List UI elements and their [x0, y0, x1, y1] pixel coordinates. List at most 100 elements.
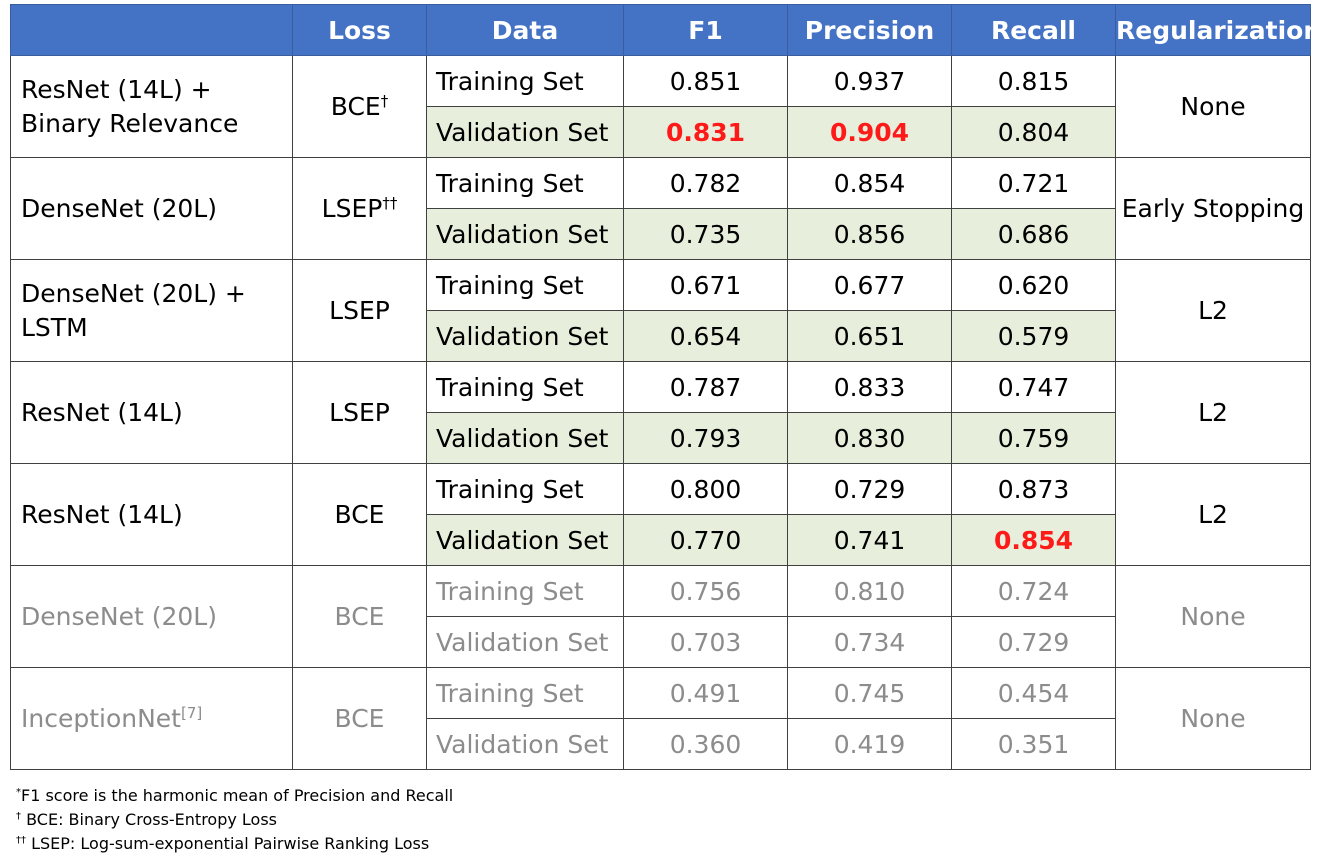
model-name: InceptionNet	[21, 703, 181, 733]
model-cell: InceptionNet[7]	[10, 667, 293, 770]
data-split-cell: Validation Set	[426, 106, 624, 158]
recall-cell: 0.724	[951, 565, 1116, 617]
table-row: Validation Set 0.735 0.856 0.686	[11, 208, 1311, 260]
recall-cell: 0.579	[951, 310, 1116, 362]
footnote-mark: *	[16, 787, 21, 798]
f1-cell: 0.491	[623, 667, 788, 719]
footnotes: *F1 score is the harmonic mean of Precis…	[10, 784, 1310, 856]
model-name-line: ResNet (14L) +	[21, 75, 212, 104]
header-precision: Precision	[787, 4, 952, 56]
recall-cell: 0.747	[951, 361, 1116, 413]
recall-cell-best: 0.854	[951, 514, 1116, 566]
table-row: DenseNet (20L) BCE Training Set 0.756 0.…	[10, 565, 1311, 668]
model-cell: ResNet (14L)	[10, 463, 293, 566]
data-split-cell: Validation Set	[426, 514, 624, 566]
header-regularization: Regularization	[1115, 4, 1318, 56]
data-split-cell: Validation Set	[426, 208, 624, 260]
regularization-cell: Early Stopping	[1115, 157, 1311, 260]
footnote-mark: †	[380, 92, 389, 110]
f1-cell: 0.756	[623, 565, 788, 617]
header-loss: Loss	[292, 4, 427, 56]
footnote-text: BCE: Binary Cross-Entropy Loss	[21, 810, 278, 829]
recall-cell: 0.620	[951, 259, 1116, 311]
precision-cell: 0.677	[787, 259, 952, 311]
recall-cell: 0.454	[951, 667, 1116, 719]
recall-cell: 0.759	[951, 412, 1116, 464]
precision-cell: 0.419	[787, 718, 952, 770]
header-model	[10, 4, 293, 56]
model-cell: ResNet (14L) + Binary Relevance	[10, 55, 293, 158]
regularization-cell: L2	[1115, 361, 1311, 464]
model-cell: ResNet (14L)	[10, 361, 293, 464]
precision-cell: 0.741	[787, 514, 952, 566]
precision-cell: 0.734	[787, 616, 952, 668]
f1-cell: 0.703	[623, 616, 788, 668]
recall-cell: 0.729	[951, 616, 1116, 668]
table-row: Validation Set 0.770 0.741 0.854	[11, 514, 1311, 566]
f1-cell: 0.654	[623, 310, 788, 362]
data-split-cell: Training Set	[426, 463, 624, 515]
table-row: ResNet (14L) + Binary Relevance BCE† Trai…	[10, 55, 1311, 158]
data-split-cell: Training Set	[426, 361, 624, 413]
recall-cell: 0.804	[951, 106, 1116, 158]
table-row: InceptionNet[7] BCE Training Set 0.491 0…	[10, 667, 1311, 770]
table-row: Validation Set 0.360 0.419 0.351	[11, 718, 1311, 770]
data-split-cell: Training Set	[426, 565, 624, 617]
precision-cell: 0.856	[787, 208, 952, 260]
precision-cell: 0.729	[787, 463, 952, 515]
data-split-cell: Training Set	[426, 55, 624, 107]
loss-cell: BCE	[292, 565, 427, 668]
recall-cell: 0.721	[951, 157, 1116, 209]
f1-cell: 0.671	[623, 259, 788, 311]
f1-cell: 0.800	[623, 463, 788, 515]
regularization-cell: L2	[1115, 259, 1311, 362]
data-split-cell: Validation Set	[426, 412, 624, 464]
model-name-line: DenseNet (20L) +	[21, 279, 246, 308]
data-split-cell: Validation Set	[426, 310, 624, 362]
loss-name: BCE	[330, 92, 381, 121]
header-f1: F1	[623, 4, 788, 56]
footnote: *F1 score is the harmonic mean of Precis…	[16, 784, 1310, 808]
recall-cell: 0.873	[951, 463, 1116, 515]
precision-cell: 0.854	[787, 157, 952, 209]
model-cell: DenseNet (20L)	[10, 157, 293, 260]
table-row: ResNet (14L) BCE Training Set 0.800 0.72…	[10, 463, 1311, 566]
data-split-cell: Validation Set	[426, 616, 624, 668]
header-row: Loss Data F1 Precision Recall Regulariza…	[10, 4, 1318, 56]
loss-name: LSEP	[321, 194, 383, 223]
f1-cell: 0.770	[623, 514, 788, 566]
model-name-line: LSTM	[21, 312, 88, 342]
footnote: †† LSEP: Log-sum-exponential Pairwise Ra…	[16, 832, 1310, 856]
loss-cell: LSEP	[292, 259, 427, 362]
model-cell: DenseNet (20L) + LSTM	[10, 259, 293, 362]
f1-cell: 0.787	[623, 361, 788, 413]
header-recall: Recall	[951, 4, 1116, 56]
footnote-mark: †	[16, 811, 21, 822]
precision-cell-best: 0.904	[787, 106, 952, 158]
precision-cell: 0.745	[787, 667, 952, 719]
f1-cell: 0.851	[623, 55, 788, 107]
precision-cell: 0.810	[787, 565, 952, 617]
f1-cell-best: 0.831	[623, 106, 788, 158]
table-row: DenseNet (20L) LSEP†† Training Set 0.782…	[10, 157, 1311, 260]
recall-cell: 0.351	[951, 718, 1116, 770]
f1-cell: 0.793	[623, 412, 788, 464]
model-name-line: Binary Relevance	[21, 108, 239, 138]
f1-cell: 0.360	[623, 718, 788, 770]
footnote: † BCE: Binary Cross-Entropy Loss	[16, 808, 1310, 832]
results-table: Loss Data F1 Precision Recall Regulariza…	[10, 4, 1318, 770]
regularization-cell: None	[1115, 55, 1311, 158]
data-split-cell: Training Set	[426, 667, 624, 719]
table-row: DenseNet (20L) + LSTM LSEP Training Set 0…	[10, 259, 1311, 362]
footnote-mark: ††	[382, 194, 398, 212]
model-cell: DenseNet (20L)	[10, 565, 293, 668]
table-row: Validation Set 0.654 0.651 0.579	[11, 310, 1311, 362]
precision-cell: 0.830	[787, 412, 952, 464]
regularization-cell: None	[1115, 667, 1311, 770]
loss-cell: LSEP	[292, 361, 427, 464]
data-split-cell: Training Set	[426, 157, 624, 209]
table-row: Validation Set 0.831 0.904 0.804	[11, 106, 1311, 158]
header-data: Data	[426, 4, 624, 56]
loss-cell: LSEP††	[292, 157, 427, 260]
recall-cell: 0.686	[951, 208, 1116, 260]
